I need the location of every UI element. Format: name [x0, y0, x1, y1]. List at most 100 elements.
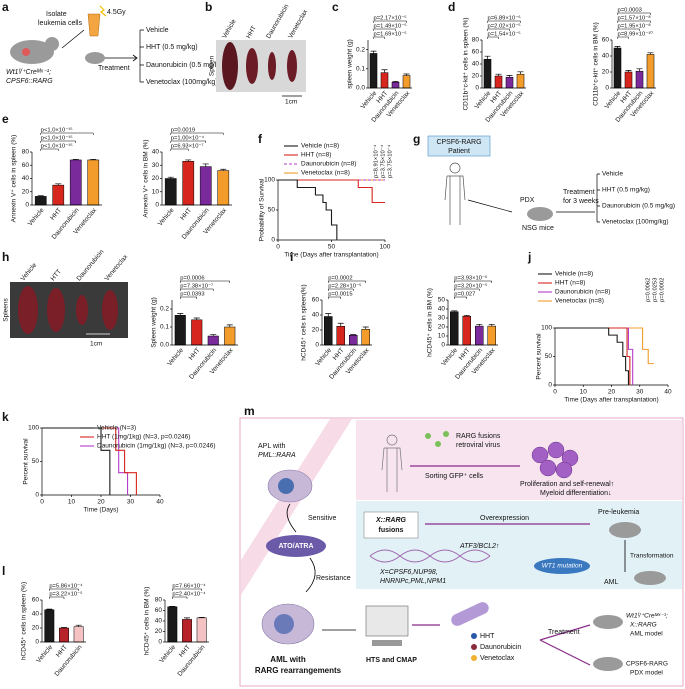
p-value: p=2.40×10⁻⁴	[172, 591, 206, 598]
y-axis-label: Annexin V⁺ cells in BM (%)	[143, 139, 150, 217]
error-bar	[392, 81, 399, 83]
x-tick-label: HHT	[49, 207, 63, 222]
x-axis-label: Time (Days after transplantation)	[564, 397, 658, 404]
bar	[174, 315, 186, 346]
error-bar	[226, 324, 233, 327]
arrow	[467, 199, 513, 213]
x-tick-label: Vehicle	[27, 207, 46, 228]
panel-label: e	[2, 112, 9, 126]
bar	[475, 325, 484, 346]
tissue-label: Spleen	[209, 56, 216, 77]
x-list: X=CPSF6,NUP98,	[379, 569, 438, 576]
y-tick-label: 0	[315, 342, 319, 349]
leukemia-mark	[22, 48, 30, 56]
error-bar	[647, 52, 654, 55]
bar	[73, 626, 84, 643]
spleen	[47, 288, 65, 332]
bar	[336, 326, 345, 346]
bar	[516, 73, 525, 89]
panel-label: f	[258, 132, 263, 146]
panel-label: d	[448, 0, 455, 14]
y-tick-label: 80	[22, 149, 30, 156]
arm: Vehicle	[146, 27, 169, 34]
error-bar	[75, 624, 82, 627]
x-axis-label: Time (Days after transplantation)	[284, 252, 378, 259]
divider-band	[241, 419, 352, 595]
arm: Vehicle	[602, 171, 623, 178]
bar	[217, 170, 230, 206]
bar	[59, 627, 69, 643]
error-bar	[202, 163, 209, 167]
bar	[52, 184, 65, 206]
y-tick-label: 20	[152, 175, 160, 182]
p-value: p=8.91×10⁻⁴	[373, 144, 380, 178]
tube-icon	[87, 13, 101, 37]
p-value: p=0.0002	[660, 278, 666, 302]
fusion: X::RARG	[375, 517, 406, 524]
bar	[361, 329, 370, 346]
apl-label: APL with	[258, 443, 285, 450]
p-value: p<1.0×10⁻¹⁵	[41, 143, 73, 150]
computer-icon	[365, 605, 409, 637]
source: CPSF6-RARG	[436, 139, 481, 146]
spleen	[222, 42, 238, 90]
legend-label: Daunorubicin (n=8)	[555, 289, 610, 296]
sensitive: Sensitive	[308, 515, 337, 522]
error-bar	[488, 323, 495, 327]
model: PDX	[520, 197, 535, 204]
group-label: Daunorubicin	[75, 248, 105, 282]
scale-label: 1cm	[285, 99, 297, 106]
y-tick-label: 0.1	[356, 66, 365, 73]
y-tick-label: 0	[155, 202, 159, 209]
wt1-badge	[534, 558, 590, 574]
y-tick-label: 0	[605, 85, 609, 92]
survival-curve	[555, 327, 629, 385]
p-bracket	[454, 288, 480, 291]
p-bracket	[170, 140, 206, 143]
bar	[164, 178, 177, 206]
spleen	[18, 286, 38, 334]
x-tick-label: 0	[276, 244, 280, 251]
group-label: Daunorubicin	[265, 3, 290, 40]
p-bracket	[487, 28, 510, 31]
x-tick-label: 0	[40, 499, 44, 506]
error-bar	[210, 334, 217, 336]
model-label: Wt1ᶠ/⁺Creᴹˣ⁻¹;	[626, 613, 668, 620]
y-tick-label: 80	[472, 37, 480, 44]
y-tick-label: 40	[472, 61, 480, 68]
aml-out: AML	[604, 579, 619, 586]
host: NSG mice	[522, 225, 554, 232]
p-bracket	[49, 596, 65, 599]
arm: Daunorubicin (0.5 mg/kg)	[602, 203, 675, 210]
y-tick-label: 40	[155, 618, 163, 625]
error-bar	[636, 68, 643, 72]
drug-dot	[471, 655, 477, 661]
p-value: p=1.54×10⁻⁵	[488, 31, 522, 38]
p-value: p=0.0393	[180, 292, 204, 298]
mouse-icon	[609, 522, 641, 538]
outcome: Proliferation and self-renewal↑	[520, 481, 614, 488]
x-tick-label: 10	[68, 499, 76, 506]
bar	[505, 76, 514, 89]
p-bracket	[172, 588, 202, 591]
error-bar	[198, 616, 205, 618]
genotype: Wt1ᶠ/⁺Creᴹˣ⁻¹;	[6, 69, 51, 76]
panel-label: l	[2, 564, 5, 578]
mouse-icon	[45, 37, 59, 51]
error-bar	[495, 73, 502, 76]
arm: Venetoclax (100mg/kg)	[602, 219, 668, 226]
legend-label: HHT (1mg/1kg) (N=3, p=0.0246)	[97, 434, 190, 441]
y-tick-label: 20	[438, 324, 446, 331]
bar	[324, 316, 333, 346]
y-axis-label: CD11b⁺c-kit⁺ cells in BM (%)	[593, 22, 600, 106]
error-bar	[72, 158, 79, 160]
mouse-icon	[593, 615, 623, 629]
error-bar	[350, 334, 357, 336]
survival-curve	[278, 179, 385, 204]
x-tick-label: 0	[553, 389, 557, 396]
p-bracket	[40, 148, 59, 151]
error-bar	[169, 605, 176, 607]
bar	[182, 619, 192, 643]
bar	[167, 606, 178, 643]
y-axis-label: hCD45⁺ cells in BM (%)	[427, 288, 434, 357]
